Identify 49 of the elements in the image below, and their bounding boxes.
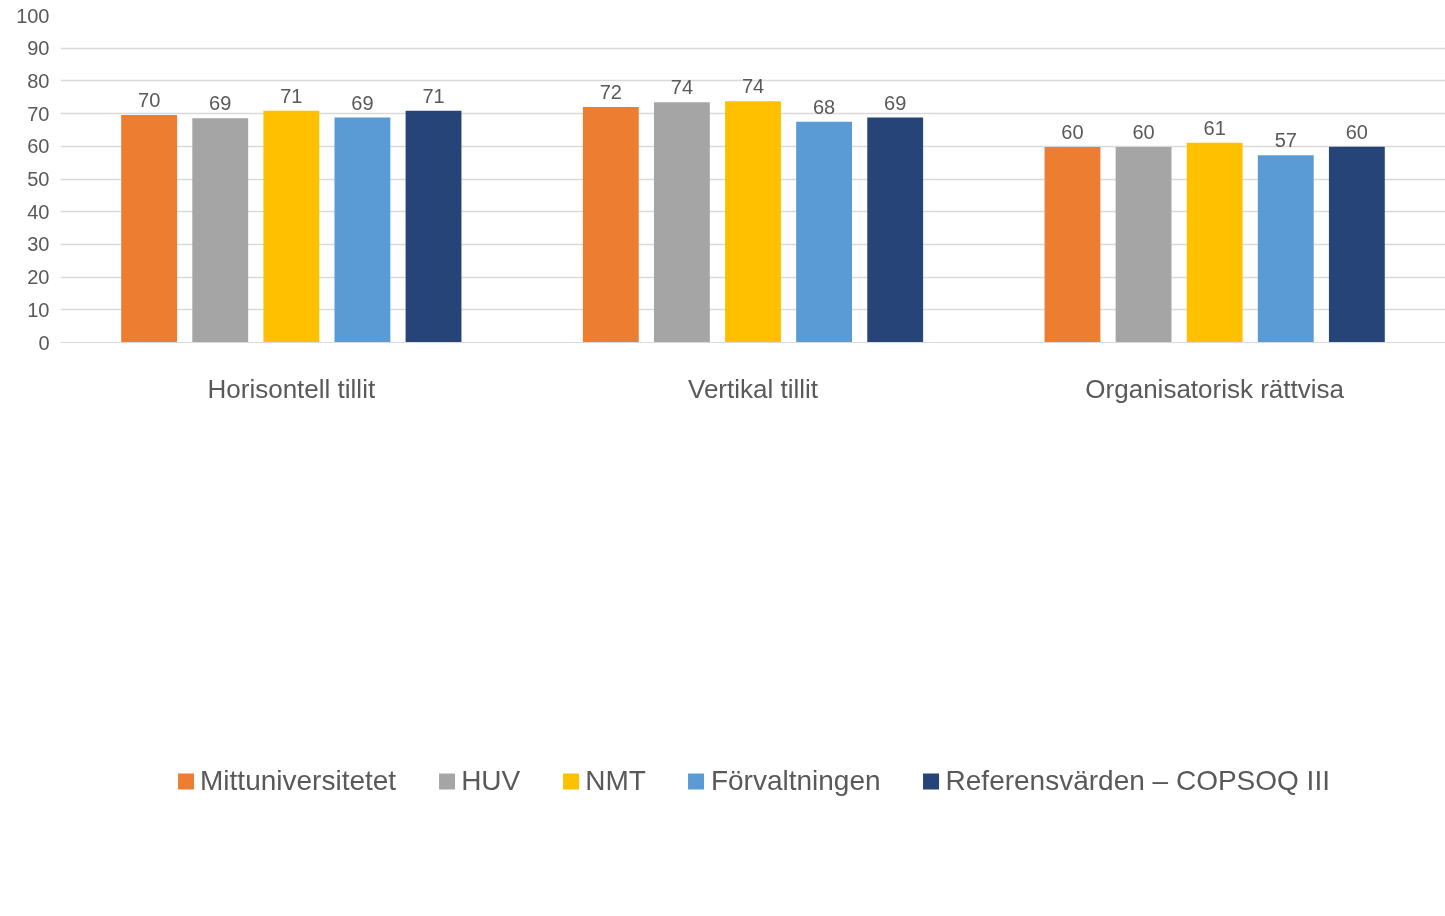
bar [725,101,781,343]
x-tick-label: Organisatorisk rättvisa [1085,373,1345,404]
y-tick-label: 20 [27,266,50,289]
data-label: 60 [1345,120,1368,143]
bar [405,110,462,343]
data-label: 61 [1203,116,1226,139]
y-tick-label: 40 [27,200,50,223]
data-label: 69 [884,91,907,114]
data-label: 74 [670,76,694,99]
legend-label: Förvaltningen [710,764,881,797]
y-tick-label: 80 [27,69,50,92]
data-label: 60 [1132,120,1155,143]
bar [121,114,178,343]
y-tick-label: 30 [27,233,50,256]
bar [1328,146,1385,343]
legend-label: Referensvärden – COPSOQ III [945,764,1330,797]
data-label: 71 [422,84,445,107]
data-label: 72 [599,81,622,104]
bar [192,118,249,343]
bar [1186,142,1243,343]
data-label: 69 [209,92,232,115]
bar [263,110,320,343]
data-label: 57 [1274,129,1297,152]
legend-label: NMT [585,764,646,797]
legend-label: Mittuniversitetet [200,764,397,797]
data-label: 71 [280,84,303,107]
x-tick-label: Vertikal tillit [687,373,819,404]
bar [1044,146,1101,343]
bar [1115,146,1172,343]
x-tick-label: Horisontell tillit [207,373,376,404]
data-label: 60 [1061,120,1084,143]
y-tick-label: 100 [16,4,50,27]
bar [582,107,639,343]
bar [867,117,924,343]
y-tick-label: 10 [27,298,50,321]
y-tick-label: 70 [27,102,50,125]
data-label: 69 [351,91,374,114]
bar [1257,155,1314,343]
data-label: 70 [138,88,161,111]
bar [334,117,391,343]
y-tick-label: 0 [38,331,50,354]
y-tick-label: 90 [27,37,50,60]
data-label: 68 [812,95,836,118]
y-tick-label: 60 [27,135,50,158]
bar [653,102,710,343]
data-label: 74 [741,75,765,98]
legend-label: HUV [461,764,521,797]
y-tick-label: 50 [27,168,50,190]
bar [796,121,853,343]
